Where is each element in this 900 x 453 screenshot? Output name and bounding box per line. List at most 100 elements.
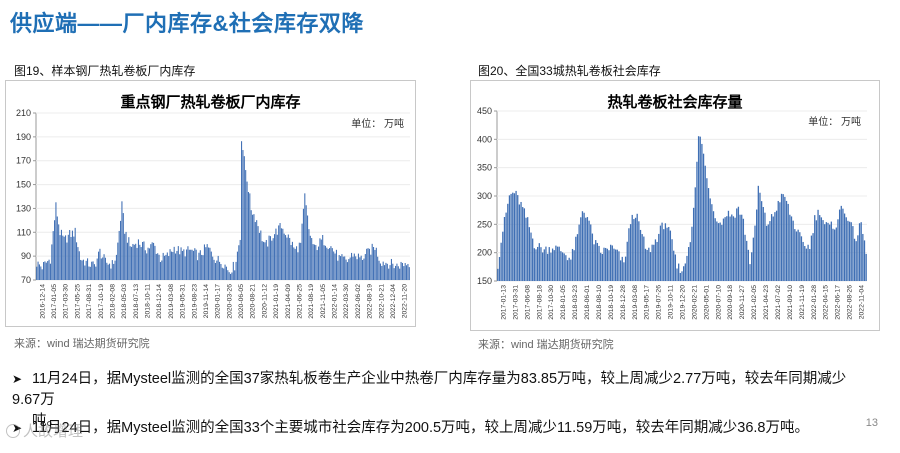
bar [137,239,139,280]
bar [99,248,101,280]
bar [205,247,207,280]
bar [571,248,574,281]
bar [731,214,733,281]
bar [556,246,559,281]
bar [144,250,146,280]
bar [538,243,540,281]
x-tick-label: 2020-08-21 [250,284,257,319]
y-tick-label: 130 [16,203,31,213]
right-figure-caption: 图20、全国33城热轧卷板社会库存 [478,64,661,78]
bar [250,210,252,280]
bar [749,264,751,281]
bar [527,217,529,281]
bar [55,202,57,280]
bar [88,266,90,280]
bar [794,229,796,281]
bar [629,224,632,281]
x-tick-label: 2021-01-19 [273,284,280,319]
x-tick-label: 2022-06-02 [355,284,362,319]
bar [326,247,328,280]
x-tick-label: 2019-03-08 [168,284,175,319]
bar [373,247,375,280]
bar [641,234,643,281]
bar [180,247,182,280]
bar [822,220,824,281]
bar [724,217,726,281]
bar [161,260,163,280]
bar [327,249,329,280]
x-tick-label: 2020-11-12 [261,284,268,318]
bar [834,229,836,281]
bar [239,239,241,280]
bar [819,215,821,281]
bar [348,259,350,280]
bar [717,223,720,281]
bar [280,228,282,280]
x-tick-label: 2017-08-31 [86,284,93,319]
bar [802,241,804,281]
bar [712,211,715,281]
bar [56,216,58,280]
bar [40,266,42,280]
bar [154,245,156,280]
x-tick-label: 2018-12-28 [620,285,627,320]
bar [126,242,128,280]
x-tick-label: 2018-12-14 [156,284,163,319]
bar [762,207,764,281]
chart-title: 重点钢厂热轧卷板厂内库存 [120,93,300,111]
bar [721,224,723,281]
bar [812,233,814,281]
bar [374,249,376,280]
bar [697,136,700,281]
bar [298,242,300,280]
bar [585,217,587,281]
x-tick-label: 2020-09-18 [727,285,734,320]
x-tick-label: 2018-06-01 [584,285,591,320]
bar [349,257,351,280]
bar [345,259,347,280]
bar [213,259,215,280]
bar [65,235,67,280]
bar [307,215,309,280]
bar [221,267,223,280]
y-tick-label: 70 [21,275,31,285]
bar [333,251,335,280]
bar [67,234,69,280]
x-tick-label: 2017-08-18 [536,285,543,320]
bar [69,230,71,280]
bar [817,209,819,281]
bar [575,236,577,281]
bar [686,255,688,281]
bar [679,272,681,281]
bar [658,233,660,281]
bar [238,245,240,280]
bar [683,266,685,281]
bar [164,255,166,280]
bar [316,250,318,280]
bar [304,193,306,280]
x-tick-label: 2018-02-08 [110,284,117,319]
bar [301,223,303,280]
bar [578,224,580,281]
bar [191,249,193,280]
bar [573,250,575,281]
bar [173,246,175,280]
bar [122,213,124,280]
bar [115,254,117,280]
bar [643,236,645,281]
x-tick-label: 2019-05-31 [180,284,187,319]
bar [648,247,650,281]
bar [857,235,859,281]
bar [775,210,778,281]
bar [390,258,392,280]
bar [337,260,339,280]
bar [613,248,615,281]
bar [285,235,287,280]
bar [525,217,527,281]
bar [45,262,47,280]
bar [590,224,592,281]
bar [362,260,364,280]
bar [286,237,288,280]
x-tick-label: 2019-03-08 [632,285,639,320]
